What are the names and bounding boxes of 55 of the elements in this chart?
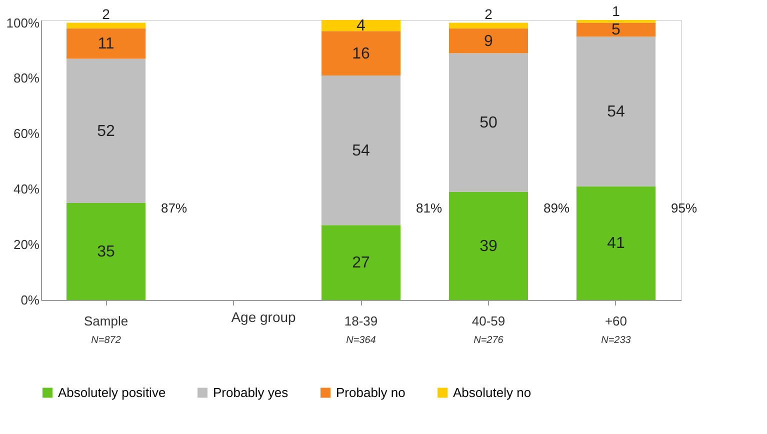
data-label: 54 [352,142,370,160]
y-tick-label: 0% [20,292,40,308]
text: N=276 [474,335,504,346]
data-label: 54 [607,103,625,120]
annotation: 81% [416,200,442,216]
data-label: 4 [356,18,366,35]
bar [321,75,401,226]
bar [66,28,146,59]
annotation: 95% [670,200,698,216]
annotation: 89% [543,200,570,216]
data-label: 35 [97,243,116,260]
bar [321,31,401,76]
data-label: 50 [480,114,498,132]
data-label: 2 [484,6,493,22]
legend-label: Probably no [336,384,406,400]
x-tick-label: +60 [604,314,628,328]
data-label: 52 [97,122,116,140]
data-label: 11 [98,36,114,53]
bar [66,58,146,203]
bar [321,20,401,32]
bar [66,22,146,28]
bar [576,36,656,186]
data-label: 41 [607,235,625,252]
bar [576,186,656,300]
data-label: 2 [102,6,110,22]
bar [321,225,401,300]
y-tick-label: 100% [6,15,40,30]
bar [448,22,528,28]
text: N=364 [346,335,376,346]
annotation: 87% [161,200,188,216]
data-label: 16 [352,45,370,62]
x-tick-label: Sample [84,314,128,328]
text: N=233 [601,335,632,346]
data-label: 27 [352,254,370,272]
legend-label: Probably yes [213,384,289,400]
legend-label: Absolutely positive [58,384,166,400]
data-label: 39 [480,238,498,255]
data-label: 1 [612,3,620,19]
legend-label: Absolutely no [453,384,532,400]
y-tick-label: 80% [13,70,40,86]
bar [448,192,528,300]
x-tick-label: 40-59 [472,314,506,328]
data-label: 5 [612,22,621,39]
bar [448,28,528,54]
y-tick-label: 20% [13,237,40,252]
y-tick-label: 60% [13,126,40,142]
data-label: 9 [484,32,494,50]
x-tick-label: 18-39 [344,314,378,328]
text: Age group [231,309,296,325]
text: N=872 [91,335,122,346]
bar [66,202,146,300]
y-tick-label: 40% [13,182,40,197]
bar [576,22,656,37]
bar [576,20,656,23]
bar [448,53,528,192]
